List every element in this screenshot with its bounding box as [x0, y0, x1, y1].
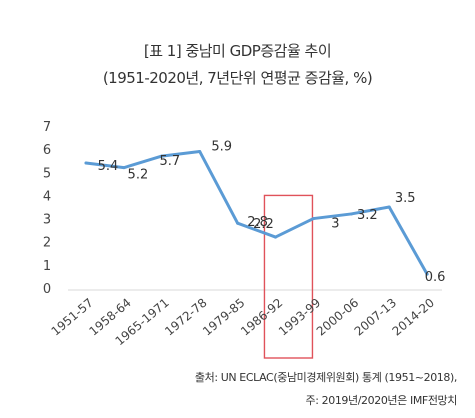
data-label: 2.8 — [247, 215, 268, 230]
data-point — [160, 154, 164, 158]
data-label: 5.7 — [159, 154, 180, 169]
chart-subtitle: (1951-2020년, 7년단위 연평균 증감율, %) — [102, 69, 373, 87]
data-label: 5.9 — [211, 139, 232, 154]
data-point — [425, 272, 429, 276]
data-label: 5.2 — [128, 168, 149, 183]
y-tick-label: 2 — [43, 236, 51, 251]
source-note: 출처: UN ECLAC(중남미경제위원회) 통계 (1951~2018), — [194, 371, 458, 384]
y-tick-label: 3 — [43, 213, 51, 228]
chart-title: [표 1] 중남미 GDP증감율 추이 — [143, 42, 332, 60]
data-label: 3.5 — [395, 191, 416, 206]
y-tick-label: 1 — [43, 259, 51, 274]
data-label: 0.6 — [425, 270, 446, 285]
data-point — [236, 221, 240, 225]
y-tick-label: 7 — [43, 120, 51, 135]
y-tick-label: 6 — [43, 143, 51, 158]
x-tick-label: 2014-20 — [390, 296, 437, 339]
highlight-box — [263, 194, 314, 359]
footnote: 주: 2019년/2020년은 IMF전망치 — [305, 394, 458, 407]
data-point — [84, 161, 88, 165]
y-tick-label: 5 — [43, 166, 51, 181]
data-point — [311, 217, 315, 221]
data-point — [274, 235, 277, 239]
data-label: 3.2 — [357, 208, 378, 223]
y-tick-label: 0 — [43, 282, 51, 297]
data-point — [349, 212, 353, 216]
data-point — [198, 149, 202, 153]
data-label: 2.2 — [253, 217, 274, 232]
data-label: 5.4 — [98, 159, 119, 174]
data-label: 3 — [331, 217, 339, 232]
data-point — [122, 166, 126, 170]
y-tick-label: 4 — [43, 189, 51, 204]
data-point — [387, 205, 391, 209]
series-line — [84, 149, 429, 276]
